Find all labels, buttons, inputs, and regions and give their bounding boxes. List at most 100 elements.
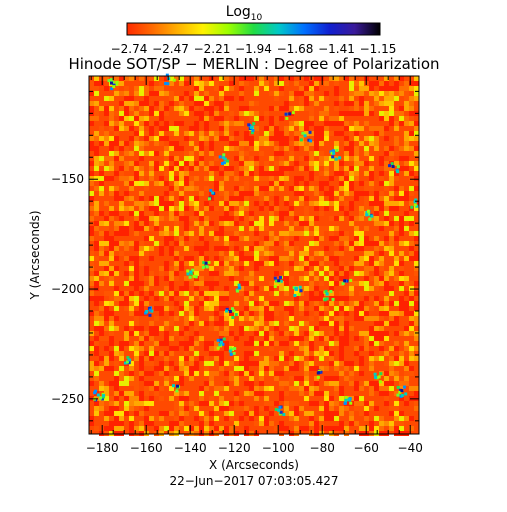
heatmap-cell	[334, 76, 339, 81]
heatmap-spot	[338, 156, 342, 160]
heatmap-cell	[219, 356, 224, 361]
heatmap-cell	[334, 171, 339, 176]
heatmap-cell	[294, 331, 299, 336]
heatmap-cell	[184, 161, 189, 166]
heatmap-cell	[224, 426, 229, 431]
heatmap-cell	[214, 391, 219, 396]
heatmap-cell	[94, 246, 99, 251]
heatmap-cell	[394, 416, 399, 421]
heatmap-cell	[414, 346, 419, 351]
heatmap-cell	[414, 146, 419, 151]
heatmap-cell	[94, 151, 99, 156]
heatmap-cell	[124, 106, 129, 111]
heatmap-cell	[279, 351, 284, 356]
heatmap-cell	[369, 421, 374, 426]
heatmap-cell	[154, 181, 159, 186]
heatmap-cell	[409, 241, 414, 246]
heatmap-cell	[219, 361, 224, 366]
heatmap-cell	[149, 76, 154, 81]
heatmap-cell	[119, 251, 124, 256]
heatmap-cell	[199, 281, 204, 286]
heatmap-cell	[254, 236, 259, 241]
heatmap-cell	[189, 311, 194, 316]
heatmap-cell	[259, 321, 264, 326]
heatmap-cell	[369, 426, 374, 431]
heatmap-cell	[319, 421, 324, 426]
heatmap-cell	[89, 421, 94, 426]
heatmap-cell	[159, 326, 164, 331]
heatmap-cell	[179, 176, 184, 181]
heatmap-cell	[334, 411, 339, 416]
heatmap-cell	[214, 86, 219, 91]
heatmap-cell	[229, 236, 234, 241]
heatmap-cell	[389, 361, 394, 366]
heatmap-cell	[174, 166, 179, 171]
heatmap-cell	[129, 311, 134, 316]
heatmap-cell	[309, 416, 314, 421]
heatmap-cell	[124, 301, 129, 306]
heatmap-cell	[199, 146, 204, 151]
heatmap-cell	[169, 156, 174, 161]
heatmap-cell	[194, 186, 199, 191]
heatmap-cell	[164, 366, 169, 371]
heatmap-cell	[219, 296, 224, 301]
heatmap-cell	[309, 86, 314, 91]
heatmap-cell	[94, 161, 99, 166]
heatmap-spot	[222, 153, 226, 157]
heatmap-spot	[205, 265, 209, 269]
heatmap-cell	[389, 91, 394, 96]
heatmap-cell	[179, 341, 184, 346]
heatmap-cell	[129, 331, 134, 336]
heatmap-cell	[329, 381, 334, 386]
heatmap-cell	[174, 221, 179, 226]
heatmap-cell	[219, 86, 224, 91]
heatmap-cell	[364, 101, 369, 106]
heatmap-cell	[384, 206, 389, 211]
heatmap-cell	[144, 341, 149, 346]
heatmap-cell	[144, 121, 149, 126]
heatmap-cell	[354, 91, 359, 96]
heatmap-cell	[229, 321, 234, 326]
heatmap-cell	[239, 151, 244, 156]
heatmap-cell	[369, 386, 374, 391]
heatmap-cell	[344, 406, 349, 411]
heatmap-cell	[319, 316, 324, 321]
heatmap-cell	[279, 256, 284, 261]
heatmap-cell	[409, 301, 414, 306]
heatmap-cell	[214, 351, 219, 356]
heatmap-cell	[244, 236, 249, 241]
heatmap-cell	[224, 256, 229, 261]
heatmap-cell	[169, 296, 174, 301]
heatmap-cell	[259, 361, 264, 366]
heatmap-cell	[119, 341, 124, 346]
heatmap-cell	[249, 191, 254, 196]
heatmap-cell	[249, 146, 254, 151]
heatmap-cell	[104, 106, 109, 111]
heatmap-cell	[379, 356, 384, 361]
heatmap-cell	[314, 251, 319, 256]
heatmap-cell	[254, 326, 259, 331]
heatmap-cell	[209, 161, 214, 166]
heatmap-spot	[112, 83, 116, 87]
heatmap-cell	[234, 146, 239, 151]
heatmap-cell	[414, 86, 419, 91]
heatmap-cell	[174, 256, 179, 261]
heatmap-cell	[409, 111, 414, 116]
heatmap-spot	[250, 131, 254, 135]
heatmap-cell	[284, 81, 289, 86]
heatmap-cell	[254, 86, 259, 91]
heatmap-cell	[224, 226, 229, 231]
heatmap-cell	[94, 106, 99, 111]
heatmap-cell	[314, 381, 319, 386]
heatmap-cell	[124, 261, 129, 266]
heatmap-cell	[404, 161, 409, 166]
heatmap-cell	[244, 316, 249, 321]
heatmap-cell	[304, 411, 309, 416]
heatmap-cell	[334, 331, 339, 336]
heatmap-cell	[199, 136, 204, 141]
heatmap-spot	[216, 338, 220, 342]
heatmap-cell	[314, 261, 319, 266]
heatmap-cell	[364, 291, 369, 296]
heatmap-cell	[254, 146, 259, 151]
heatmap-cell	[204, 281, 209, 286]
